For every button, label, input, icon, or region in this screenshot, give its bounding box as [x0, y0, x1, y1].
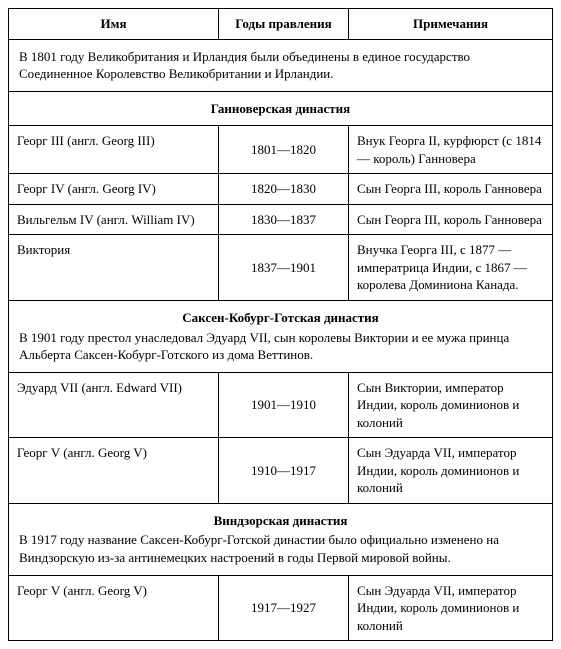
section-desc-text: В 1917 году название Саксен-Кобург-Готск…	[19, 531, 542, 566]
header-row: Имя Годы правления Примечания	[9, 9, 553, 40]
cell-notes: Сын Эдуарда VII, император Индии, король…	[349, 575, 553, 641]
cell-notes: Внучка Георга III, с 1877 — императрица …	[349, 235, 553, 301]
cell-name: Георг IV (англ. Georg IV)	[9, 174, 219, 205]
table-row: Георг V (англ. Georg V) 1910—1917 Сын Эд…	[9, 438, 553, 504]
cell-notes: Сын Георга III, король Ганновера	[349, 204, 553, 235]
cell-reign: 1917—1927	[219, 575, 349, 641]
cell-notes: Внук Георга II, курфюрст (с 1814 — корол…	[349, 126, 553, 174]
intro-row: В 1801 году Великобритания и Ирландия бы…	[9, 39, 553, 91]
intro-cell: В 1801 году Великобритания и Ирландия бы…	[9, 39, 553, 91]
table-row: Георг III (англ. Georg III) 1801—1820 Вн…	[9, 126, 553, 174]
section-title-cell: Ганноверская династия	[9, 91, 553, 126]
monarchs-table: Имя Годы правления Примечания В 1801 год…	[8, 8, 553, 641]
section-header-row: Саксен-Кобург-Готская династия В 1901 го…	[9, 301, 553, 373]
section-header-row: Виндзорская династия В 1917 году названи…	[9, 503, 553, 575]
cell-notes: Сын Эдуарда VII, император Индии, король…	[349, 438, 553, 504]
cell-notes: Сын Георга III, король Ганновера	[349, 174, 553, 205]
table-row: Эдуард VII (англ. Edward VII) 1901—1910 …	[9, 372, 553, 438]
cell-reign: 1837—1901	[219, 235, 349, 301]
table-row: Георг V (англ. Georg V) 1917—1927 Сын Эд…	[9, 575, 553, 641]
cell-reign: 1820—1830	[219, 174, 349, 205]
cell-name: Георг V (англ. Georg V)	[9, 438, 219, 504]
table-row: Георг IV (англ. Georg IV) 1820—1830 Сын …	[9, 174, 553, 205]
section-title-desc-cell: Саксен-Кобург-Готская династия В 1901 го…	[9, 301, 553, 373]
section-title-text: Саксен-Кобург-Готская династия	[19, 309, 542, 327]
table-row: Вильгельм IV (англ. William IV) 1830—183…	[9, 204, 553, 235]
page-wrap: Имя Годы правления Примечания В 1801 год…	[0, 0, 561, 649]
section-desc-text: В 1901 году престол унаследовал Эдуард V…	[19, 329, 542, 364]
cell-reign: 1910—1917	[219, 438, 349, 504]
header-reign: Годы правления	[219, 9, 349, 40]
cell-reign: 1901—1910	[219, 372, 349, 438]
header-notes: Примечания	[349, 9, 553, 40]
cell-notes: Сын Виктории, император Индии, король до…	[349, 372, 553, 438]
section-title-text: Виндзорская династия	[19, 512, 542, 530]
cell-reign: 1801—1820	[219, 126, 349, 174]
cell-name: Вильгельм IV (англ. William IV)	[9, 204, 219, 235]
cell-name: Виктория	[9, 235, 219, 301]
cell-name: Георг V (англ. Georg V)	[9, 575, 219, 641]
cell-name: Эдуард VII (англ. Edward VII)	[9, 372, 219, 438]
section-header-row: Ганноверская династия	[9, 91, 553, 126]
header-name: Имя	[9, 9, 219, 40]
cell-name: Георг III (англ. Georg III)	[9, 126, 219, 174]
cell-reign: 1830—1837	[219, 204, 349, 235]
table-row: Виктория 1837—1901 Внучка Георга III, с …	[9, 235, 553, 301]
section-title-desc-cell: Виндзорская династия В 1917 году названи…	[9, 503, 553, 575]
